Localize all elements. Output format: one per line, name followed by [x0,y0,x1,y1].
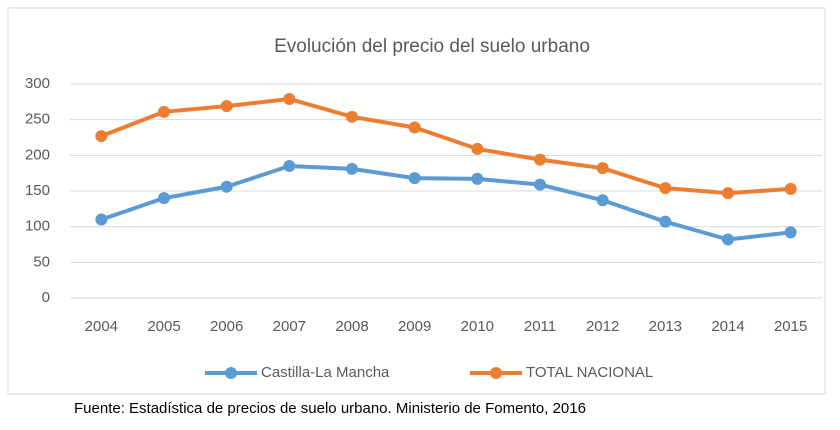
data-point [158,192,170,205]
data-point [283,92,296,105]
x-tick-label: 2015 [774,318,807,335]
data-point [408,121,421,134]
data-point [471,142,484,155]
x-tick-label: 2004 [85,318,118,335]
data-point [95,130,108,143]
data-point [220,180,233,193]
series-line [100,164,791,242]
y-tick-label: 50 [33,253,50,270]
legend-marker [490,367,502,379]
x-tick-label: 2014 [711,318,744,335]
data-point [471,172,484,185]
y-tick-label: 200 [25,146,50,163]
data-point [722,187,734,200]
data-point [346,110,358,123]
data-point [346,162,358,175]
data-point [722,233,734,246]
y-tick-label: 0 [42,289,50,306]
legend-label: Castilla-La Mancha [261,364,390,381]
x-tick-label: 2011 [524,318,556,335]
data-point [596,162,609,175]
x-tick-label: 2012 [586,318,619,335]
data-point [784,182,797,195]
legend-marker [225,367,237,379]
series-line [100,96,791,196]
y-tick-label: 100 [25,218,50,235]
x-tick-label: 2006 [210,318,243,335]
data-point [158,105,170,118]
data-point [283,160,296,173]
y-tick-label: 250 [25,111,50,128]
data-point [408,172,421,185]
y-tick-label: 300 [25,75,50,92]
data-point [596,194,609,207]
data-point [95,213,108,226]
x-tick-label: 2008 [335,318,368,335]
legend-label: TOTAL NACIONAL [526,364,653,381]
source-note: Fuente: Estadística de precios de suelo … [74,400,586,417]
data-point [659,215,672,228]
x-tick-label: 2010 [461,318,494,335]
data-point [784,226,797,239]
x-tick-label: 2009 [398,318,431,335]
chart-title: Evolución del precio del suelo urbano [274,36,590,57]
data-point [659,182,672,195]
x-tick-label: 2013 [649,318,682,335]
data-point [534,153,546,166]
data-point [220,100,233,113]
data-point [534,178,546,191]
chart-border [7,7,826,395]
y-tick-label: 150 [25,182,50,199]
x-tick-label: 2005 [147,318,180,335]
x-tick-label: 2007 [273,318,306,335]
